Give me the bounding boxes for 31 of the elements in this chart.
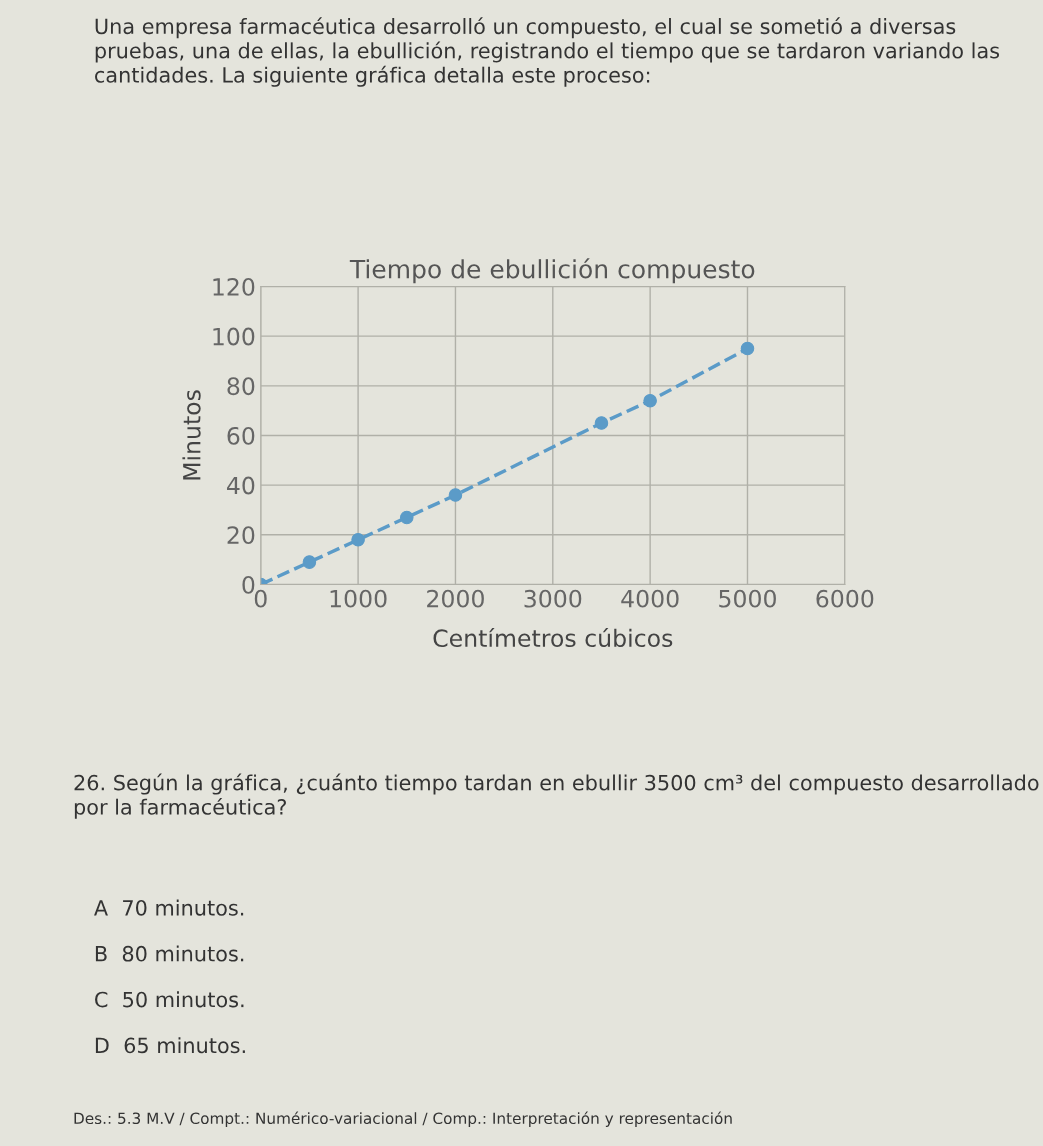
y-tick-label: 60 — [227, 426, 255, 445]
point — [643, 393, 657, 408]
y-tick-label: 120 — [213, 277, 255, 296]
text: A 70 minutos. — [94, 899, 244, 916]
point — [594, 416, 609, 430]
text: Des.: 5.3 M.V / Compt.: Numérico-variacional / Comp.: Interpretación y representación — [74, 1111, 732, 1128]
y-tick-label: 80 — [227, 377, 255, 396]
y-tick-label: 100 — [213, 327, 255, 346]
text: Una empresa farmacéutica desarrolló un compuesto, el cual se sometió a diversas pruebas, una de ellas, la ebullición, registrando el tiempo que se tardaron variando las cantidades. La siguiente gráfica detalla este proceso: — [95, 17, 1000, 87]
x-tick-label: 1000 — [330, 589, 387, 608]
text: C 50 minutos. — [95, 991, 244, 1008]
text: D 65 minutos. — [95, 1037, 245, 1054]
point — [400, 510, 414, 525]
chart-title: Tiempo de ebullición compuesto — [349, 258, 755, 284]
point — [302, 555, 317, 569]
text: 26. Según la gráfica, ¿cuánto tiempo tardan en ebullir 3500 cm³ del compuesto desarrollado por la farmacéutica? — [74, 773, 1039, 819]
point — [740, 341, 755, 356]
text: B 80 minutos. — [95, 945, 244, 962]
point — [448, 488, 463, 502]
x-tick-label: 5000 — [719, 589, 776, 608]
y-tick-label: 40 — [227, 476, 255, 495]
x-tick-label: 3000 — [524, 589, 582, 608]
x-tick-label: 4000 — [621, 589, 679, 608]
x-tick-label: 6000 — [816, 589, 874, 608]
y-tick-label: 0 — [242, 575, 255, 594]
point — [351, 533, 365, 547]
x-tick-label: 2000 — [427, 589, 484, 608]
y-axis-title: Minutos — [182, 390, 201, 480]
y-tick-label: 20 — [227, 526, 255, 545]
x-axis-title: Centímetros cúbicos — [433, 627, 673, 648]
x-tick-label: 0 — [254, 589, 267, 608]
